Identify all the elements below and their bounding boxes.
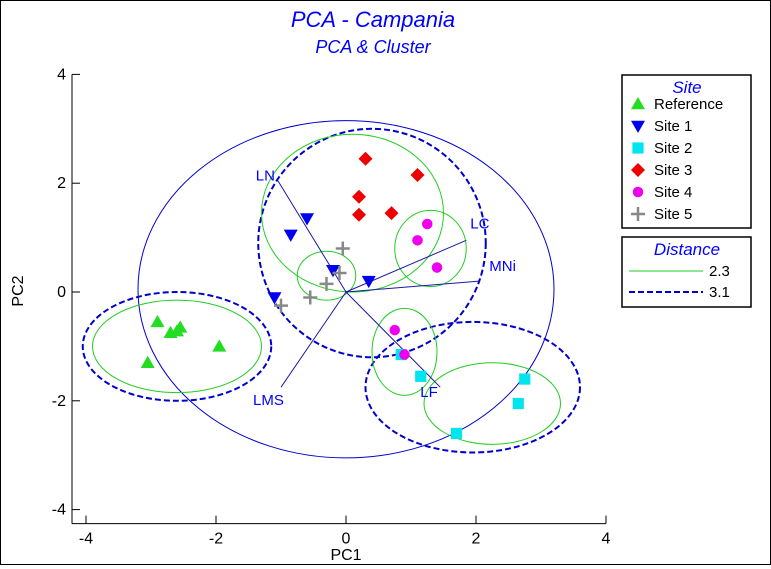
cluster-ellipse-2.3-9 [423,362,561,445]
point-site-3-0 [358,151,373,166]
y-tick-label-3: 2 [57,175,66,192]
point-reference-5 [212,339,227,352]
point-site-1-2 [300,213,314,226]
loading-label-lf: LF [420,384,438,401]
point-site-2-4 [519,373,531,385]
x-tick-label-0: -4 [79,531,93,548]
legend-label-site-2: Site 2 [654,140,692,157]
chart-subtitle: PCA & Cluster [315,37,431,57]
legend-marker-site-4 [632,186,644,198]
point-site-2-1 [415,370,427,382]
point-site-5-2 [319,276,334,291]
x-tick-label-1: -2 [209,531,223,548]
legend-distance-title: Distance [654,240,720,259]
y-tick-label-1: -2 [52,393,66,410]
cluster-ellipse-2.3-6 [296,250,357,301]
loading-line-lms [280,291,347,388]
legend-marker-site-1 [631,120,645,133]
y-tick-label-4: 4 [57,66,66,83]
y-tick-label-0: -4 [52,502,66,519]
y-axis-label: PC2 [10,275,27,306]
legend-label-reference: Reference [654,96,723,113]
point-site-3-1 [352,189,366,204]
loading-line-lc [345,239,467,293]
point-site-1-4 [361,275,376,289]
point-site-5-1 [303,290,318,305]
axes: -4 -2 0 2 4 -4 -2 0 2 4 [52,66,611,547]
legend-distance: Distance 2.3 3.1 [621,236,752,308]
point-reference-4 [170,324,184,337]
legend-label-site-3: Site 3 [654,162,692,179]
cluster-ellipse-2.3-4 [92,299,262,394]
cluster-ellipses [81,120,581,459]
point-site-4-1 [399,349,410,360]
point-reference-0 [140,355,155,368]
legend-site-box [621,74,752,229]
cluster-ellipse-3.1-3 [364,320,581,454]
loading-label-mni: MNi [489,258,516,275]
cluster-ellipse-3.1-0 [137,120,555,459]
x-tick-label-3: 2 [472,531,481,548]
legend-marker-site-5 [631,207,645,221]
point-site-4-3 [422,218,433,230]
legend-distance-label-0: 2.3 [709,263,730,280]
legend-marker-reference [631,97,645,110]
y-tick-label-2: 0 [57,284,66,301]
legend-distance-label-1: 3.1 [709,284,730,301]
loading-label-lc: LC [470,215,489,232]
loading-line-mni [345,280,480,293]
loading-label-lms: LMS [253,392,284,409]
point-site-4-2 [412,235,423,246]
cluster-ellipse-3.1-2 [257,127,487,359]
point-site-2-3 [512,397,524,410]
point-site-3-2 [352,207,366,222]
point-site-2-2 [450,427,463,440]
point-site-5-4 [335,241,350,256]
point-site-4-0 [389,324,400,336]
x-tick-label-4: 4 [602,531,611,548]
legend-marker-site-2 [632,142,644,154]
chart-title: PCA - Campania [291,7,455,32]
point-site-1-3 [326,264,340,278]
data-points [140,151,531,440]
x-axis-label: PC1 [330,547,361,564]
cluster-ellipse-2.3-8 [371,307,438,396]
legend-label-site-1: Site 1 [654,118,692,135]
legend-label-site-4: Site 4 [654,184,692,201]
point-site-3-4 [410,168,425,183]
legend-marker-site-3 [631,163,645,177]
point-site-5-0 [274,298,288,313]
cluster-ellipse-2.3-7 [394,209,467,288]
point-site-1-0 [267,292,282,305]
point-site-5-3 [332,265,347,280]
cluster-ellipse-3.1-1 [81,291,273,402]
point-reference-1 [150,314,165,328]
x-tick-label-2: 0 [342,531,351,548]
legend-label-site-5: Site 5 [654,206,692,223]
legend-site-title: Site [672,78,701,97]
point-site-3-3 [384,206,399,221]
point-site-1-1 [283,229,298,242]
legend-distance-box [621,236,752,308]
point-site-4-4 [431,262,443,273]
loading-label-ln: LN [256,167,275,184]
